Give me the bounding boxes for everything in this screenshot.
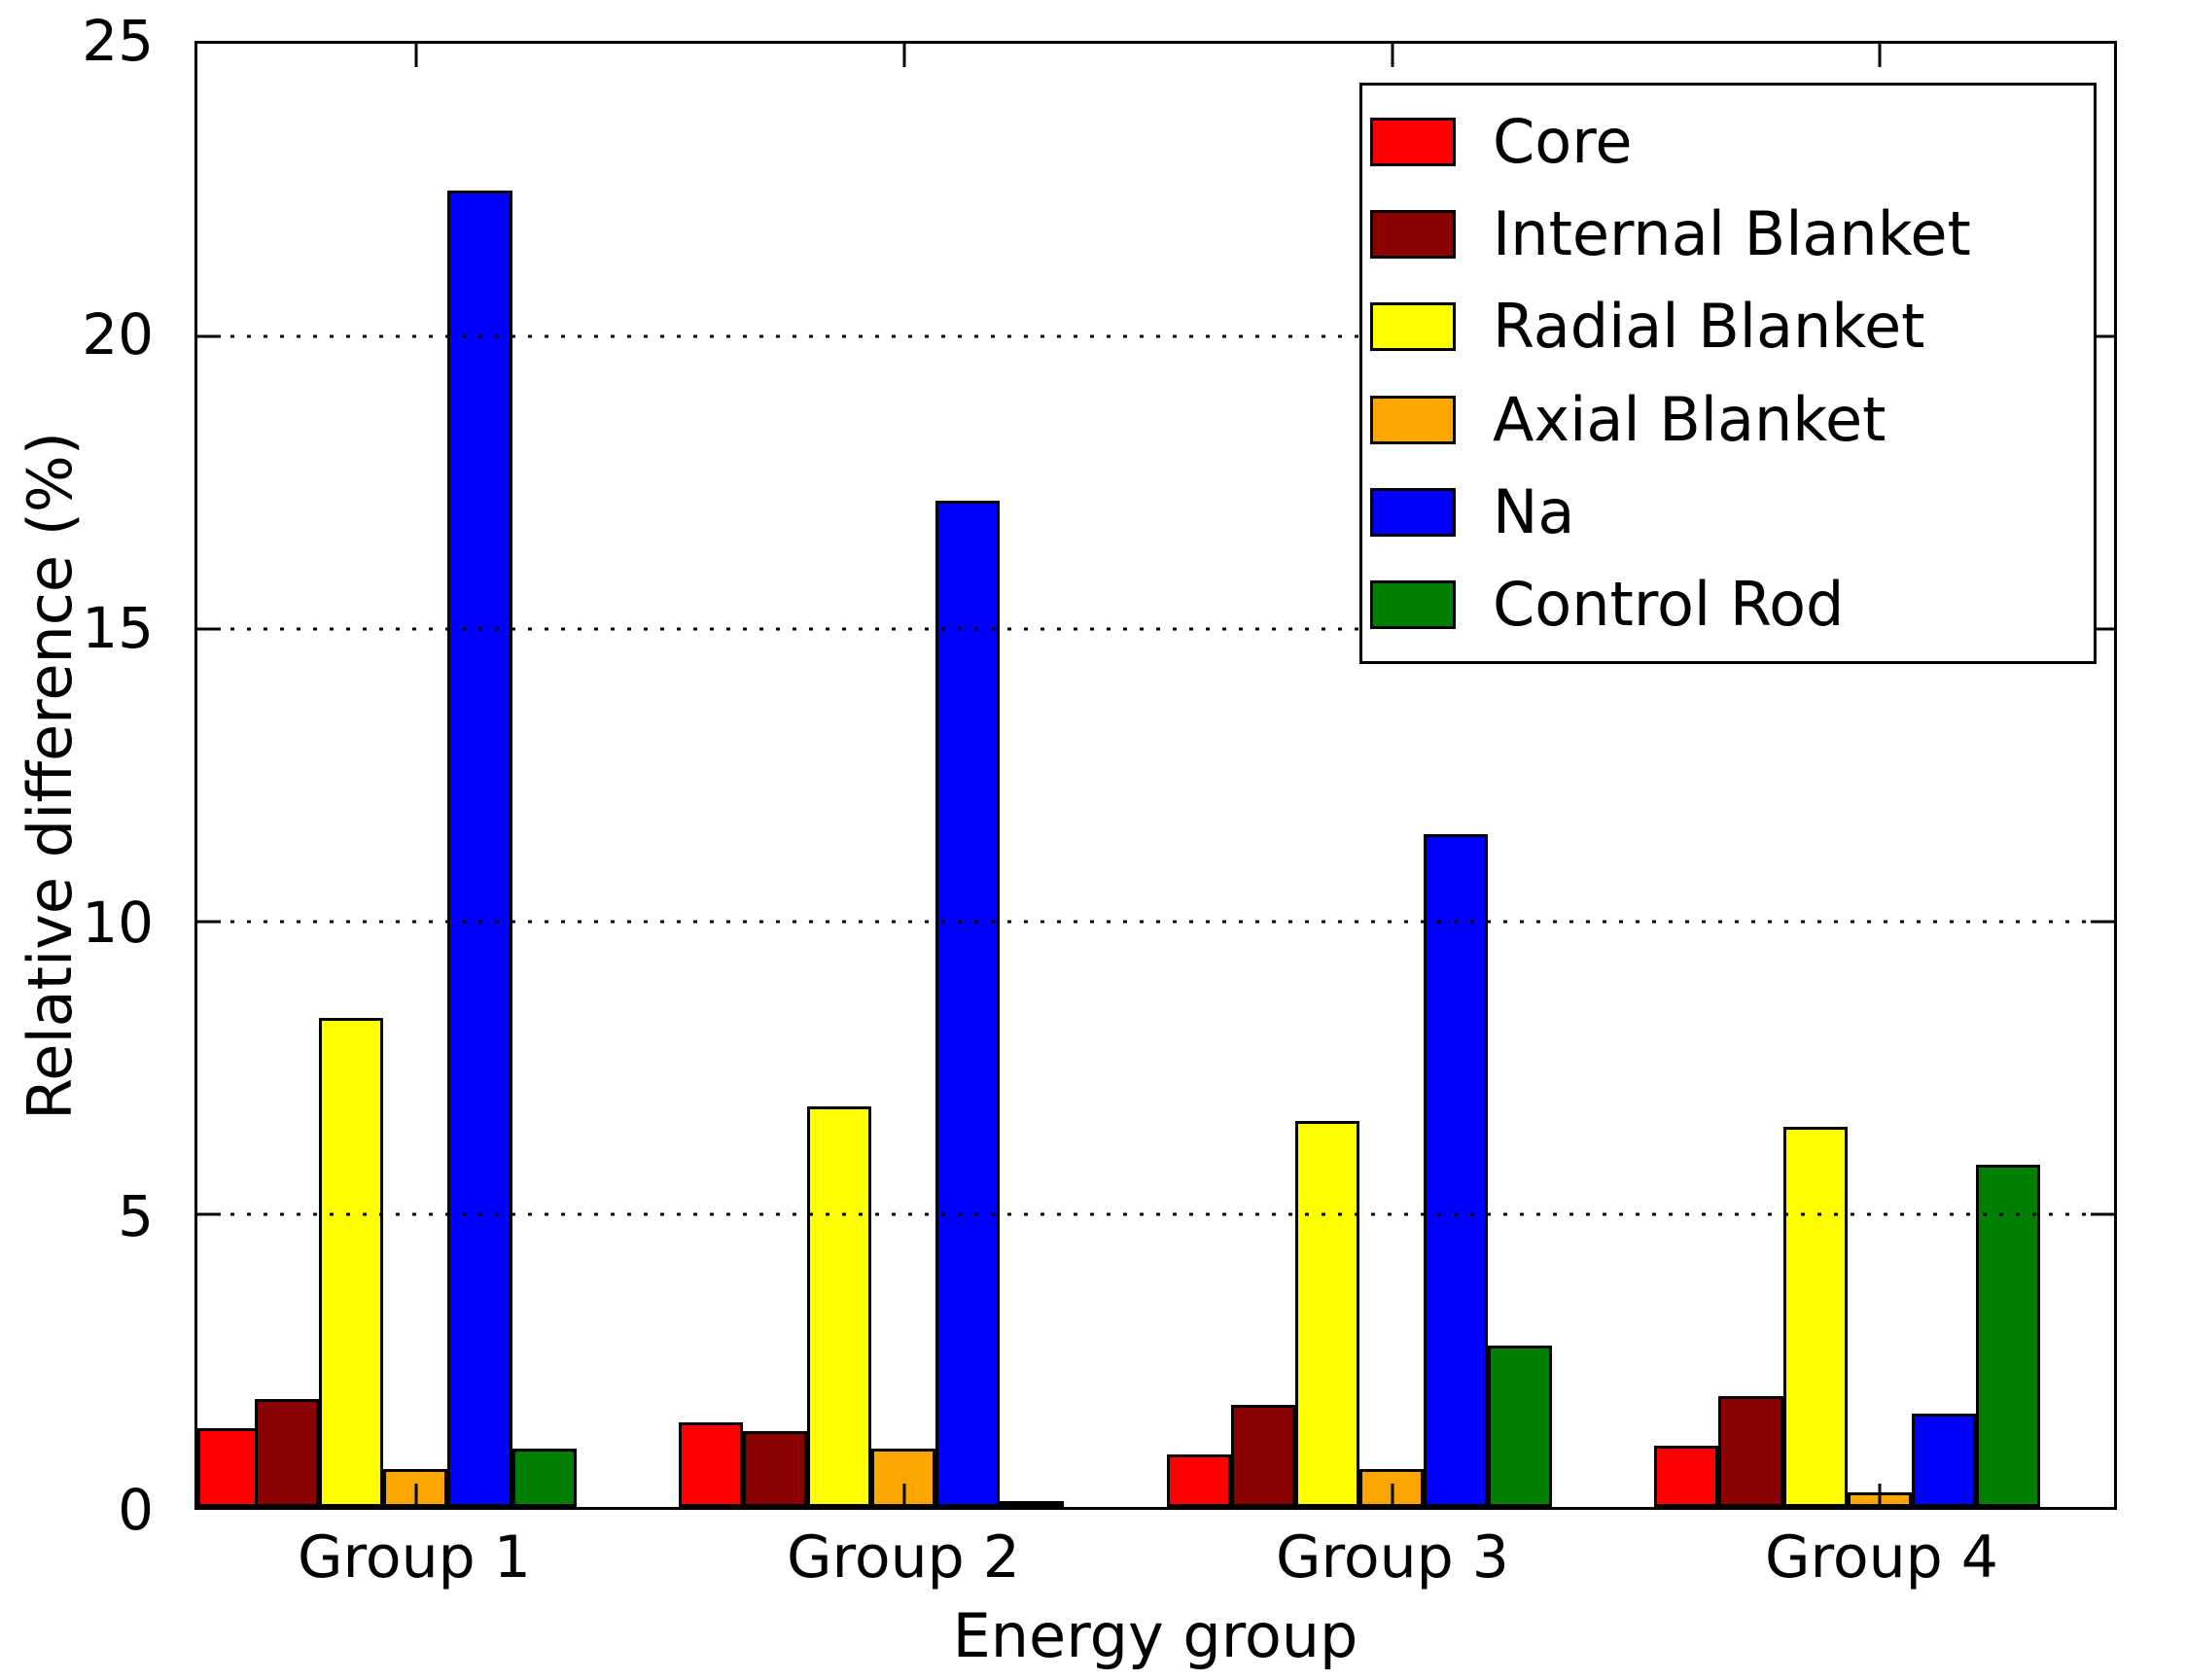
y-tick-mark-left-20 [197, 334, 221, 338]
bar-core-group-1 [197, 1427, 263, 1507]
bar-radial-blanket-group-1 [319, 1018, 384, 1507]
legend-row-axial-blanket: Axial Blanket [1370, 383, 2094, 455]
bar-core-group-4 [1654, 1445, 1719, 1507]
legend-swatch-axial-blanket [1370, 395, 1456, 444]
bar-control-rod-group-2 [1000, 1501, 1065, 1507]
legend-label-axial-blanket: Axial Blanket [1493, 383, 1886, 455]
x-tick-label-group-4: Group 4 [1765, 1523, 1998, 1592]
legend-row-radial-blanket: Radial Blanket [1370, 297, 2094, 357]
legend-swatch-internal-blanket [1370, 209, 1456, 259]
y-tick-mark-left-5 [197, 1212, 221, 1216]
x-axis-title: Energy group [952, 1600, 1358, 1671]
bar-na-group-4 [1911, 1413, 1976, 1507]
x-tick-mark-top-group-4 [1878, 44, 1882, 67]
legend-row-internal-blanket: Internal Blanket [1370, 197, 2094, 269]
y-tick-mark-right-5 [2091, 1212, 2114, 1216]
bar-control-rod-group-4 [1975, 1164, 2040, 1507]
legend-label-radial-blanket: Radial Blanket [1493, 291, 1925, 363]
legend-label-control-rod: Control Rod [1493, 569, 1845, 641]
y-tick-mark-right-15 [2091, 627, 2114, 631]
bar-control-rod-group-1 [511, 1448, 577, 1507]
bar-na-group-3 [1423, 833, 1489, 1507]
legend-label-core: Core [1493, 105, 1633, 177]
x-tick-mark-top-group-1 [414, 44, 418, 67]
legend-swatch-radial-blanket [1370, 302, 1456, 352]
y-tick-label-5: 5 [118, 1182, 154, 1249]
bar-radial-blanket-group-2 [806, 1105, 872, 1507]
y-tick-label-20: 20 [82, 301, 154, 368]
bar-radial-blanket-group-3 [1294, 1120, 1359, 1507]
x-tick-mark-top-group-2 [902, 44, 906, 67]
bar-core-group-3 [1166, 1453, 1231, 1507]
legend-row-na: Na [1370, 475, 2094, 547]
legend-swatch-core [1370, 117, 1456, 166]
legend-swatch-control-rod [1370, 580, 1456, 630]
y-tick-mark-left-10 [197, 920, 221, 924]
x-tick-mark-bottom-group-3 [1391, 1484, 1394, 1507]
x-tick-label-group-1: Group 1 [298, 1523, 531, 1592]
x-tick-mark-top-group-3 [1391, 44, 1394, 67]
x-tick-mark-bottom-group-2 [902, 1484, 906, 1507]
x-tick-label-group-3: Group 3 [1276, 1523, 1509, 1592]
legend-swatch-na [1370, 487, 1456, 537]
gridline-10 [197, 920, 2114, 924]
y-tick-label-10: 10 [82, 889, 154, 956]
y-tick-label-0: 0 [118, 1477, 154, 1543]
y-tick-mark-right-10 [2091, 920, 2114, 924]
y-tick-labels: 0 5 10 15 20 25 [0, 13, 173, 1538]
bar-na-group-1 [447, 190, 512, 1507]
gridline-5 [197, 1212, 2114, 1216]
bar-control-rod-group-3 [1488, 1346, 1553, 1507]
legend-label-internal-blanket: Internal Blanket [1493, 197, 1971, 269]
legend: Core Internal Blanket Radial Blanket Axi… [1359, 83, 2097, 664]
x-tick-mark-bottom-group-4 [1878, 1484, 1882, 1507]
y-tick-mark-left-15 [197, 627, 221, 631]
bar-radial-blanket-group-4 [1782, 1126, 1848, 1507]
legend-label-na: Na [1493, 475, 1575, 547]
x-tick-label-group-2: Group 2 [787, 1523, 1020, 1592]
x-tick-mark-bottom-group-1 [414, 1484, 418, 1507]
bar-core-group-2 [678, 1421, 743, 1507]
gridline-15 [197, 627, 2114, 631]
bar-internal-blanket-group-2 [742, 1430, 807, 1507]
y-tick-label-15: 15 [82, 595, 154, 662]
legend-row-control-rod: Control Rod [1370, 575, 2094, 635]
legend-row-core: Core [1370, 105, 2094, 177]
bar-internal-blanket-group-4 [1718, 1395, 1783, 1507]
y-tick-label-25: 25 [82, 8, 154, 74]
bar-internal-blanket-group-3 [1230, 1404, 1295, 1507]
y-tick-mark-right-20 [2091, 334, 2114, 338]
bar-internal-blanket-group-1 [255, 1398, 320, 1507]
gridline-20 [197, 334, 2114, 338]
bar-na-group-2 [935, 500, 1001, 1507]
